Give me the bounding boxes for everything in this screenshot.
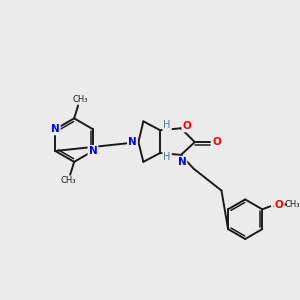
Text: CH₃: CH₃ [61, 176, 76, 185]
Text: N: N [88, 146, 98, 156]
Text: H: H [164, 120, 171, 130]
Text: O: O [182, 121, 191, 131]
Text: N: N [178, 157, 186, 167]
Text: N: N [51, 124, 60, 134]
Text: H: H [164, 152, 171, 162]
Text: O: O [275, 200, 284, 210]
Text: N: N [128, 137, 137, 147]
Text: CH₃: CH₃ [284, 200, 300, 209]
Text: CH₃: CH₃ [72, 95, 88, 104]
Text: O: O [212, 137, 221, 147]
